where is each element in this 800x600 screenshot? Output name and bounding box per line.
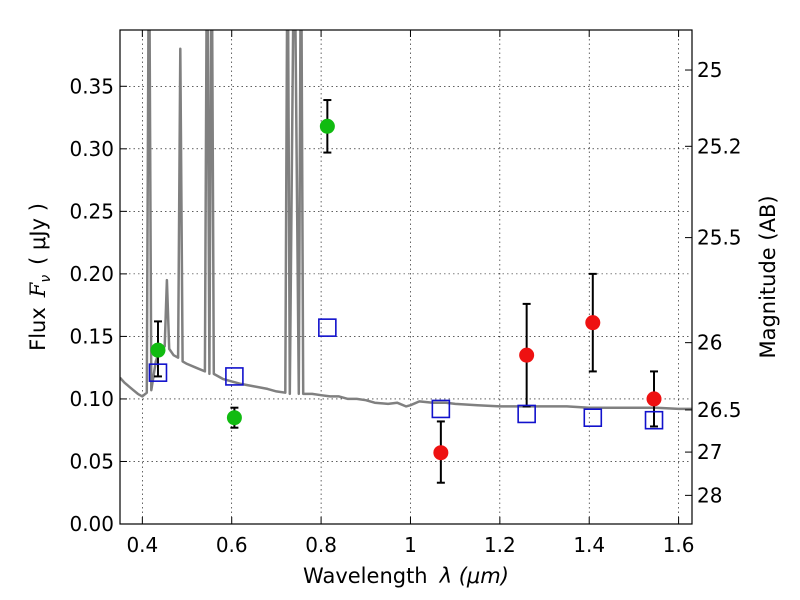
y-axis-title: Flux Fν ( μJy )	[26, 203, 54, 351]
y-axis-label: Flux	[26, 307, 50, 351]
model-point	[431, 399, 451, 419]
y-axis-subscript: ν	[38, 275, 54, 283]
y2-tick-label: 28	[697, 483, 722, 507]
x-tick-label: 0.6	[216, 533, 248, 557]
model-point	[148, 363, 168, 382]
data-point	[150, 342, 166, 358]
y-axis-unit: ( μJy )	[26, 203, 50, 265]
y-axis-symbol: F	[26, 281, 50, 298]
y-tick-label: 0.35	[69, 74, 114, 98]
y-tick-label: 0.30	[69, 137, 114, 161]
y-tick-label: 0.10	[69, 387, 114, 411]
y2-tick-label: 26.5	[697, 398, 742, 422]
x-tick-label: 1.6	[663, 533, 695, 557]
x-tick-label: 1.4	[573, 533, 605, 557]
x-tick-label: 0.4	[126, 533, 158, 557]
y-tick-label: 0.25	[69, 199, 114, 223]
data-point	[226, 410, 242, 426]
y2-tick-label: 25.2	[697, 134, 742, 158]
y-tick-label: 0.20	[69, 262, 114, 286]
plot-background	[120, 30, 692, 524]
x-tick-label: 0.8	[305, 533, 337, 557]
x-tick-label: 1	[404, 533, 417, 557]
series-layer	[120, 30, 692, 484]
data-point	[646, 391, 662, 407]
y-tick-label: 0.00	[69, 512, 114, 536]
y-tick-label: 0.15	[69, 324, 114, 348]
y2-tick-label: 25	[697, 58, 722, 82]
y2-tick-label: 27	[697, 440, 722, 464]
data-point	[319, 118, 335, 134]
plot-frame	[119, 29, 693, 525]
x-axis-title: Wavelength λ (μm)	[303, 564, 509, 588]
data-point	[585, 315, 601, 331]
ticks: 0.4 0.6 0.8 1 1.2 1.4 1.6 0.00 0.05 0.10 0.15 0.20 0…	[69, 30, 742, 557]
x-axis-label: Wavelength	[303, 564, 428, 588]
y2-axis-title: Magnitude (AB)	[756, 195, 780, 358]
model-point	[644, 410, 664, 430]
model-point	[583, 408, 603, 427]
model-point	[517, 404, 536, 424]
y-tick-label: 0.05	[69, 449, 114, 473]
data-point	[519, 347, 535, 363]
y2-tick-label: 25.5	[697, 226, 742, 250]
model-point	[225, 367, 244, 386]
data-point	[433, 445, 449, 461]
x-axis-symbol: λ (μm)	[439, 564, 509, 588]
y2-tick-label: 26	[697, 331, 722, 355]
model-point	[318, 318, 337, 337]
x-tick-label: 1.2	[484, 533, 516, 557]
